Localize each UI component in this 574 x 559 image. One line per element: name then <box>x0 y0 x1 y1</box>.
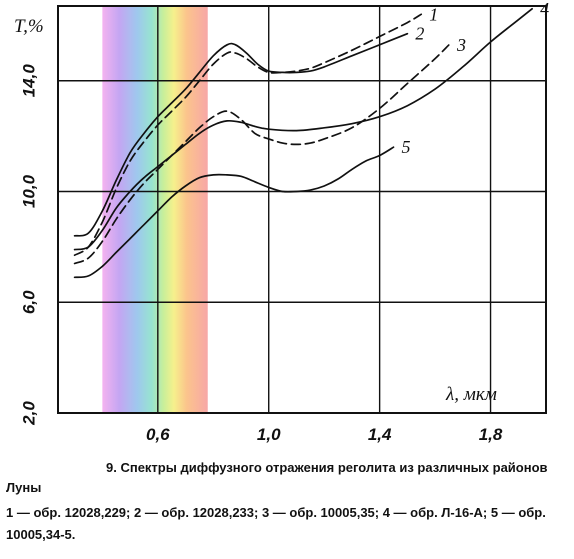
caption-title: 9. Спектры диффузного отражения реголита… <box>6 460 548 495</box>
x-tick-label: 1,8 <box>479 425 503 444</box>
tick-labels: 0,6 1,0 1,4 1,8 2,0 6,0 10,0 14,0 <box>19 64 502 444</box>
series-line-5 <box>73 146 395 279</box>
series-label-5: 5 <box>402 137 411 157</box>
plot-frame <box>57 5 547 414</box>
series-label-4: 4 <box>540 0 549 19</box>
x-tick-label: 1,0 <box>257 425 281 444</box>
reflectance-spectra-chart: 12 3 4 5 0,6 1,0 1,4 1,8 2,0 6,0 10,0 14,0 T,% λ, … <box>14 0 549 444</box>
series-label-2: 2 <box>415 24 424 44</box>
y-tick-label: 2,0 <box>19 401 38 426</box>
y-axis-label: T,% <box>14 16 44 37</box>
series-lines: 12 3 4 5 <box>73 0 549 279</box>
x-axis-label: λ, мкм <box>445 384 497 405</box>
series-line-4 <box>73 7 533 251</box>
x-tick-label: 0,6 <box>146 425 170 444</box>
figure-caption: 9. Спектры диффузного отражения реголита… <box>6 458 568 546</box>
series-line-2 <box>73 32 409 237</box>
series-line-1 <box>73 13 423 257</box>
series-line-3 <box>73 43 450 265</box>
series-label-3: 3 <box>456 35 466 55</box>
x-tick-label: 1,4 <box>368 425 392 444</box>
visible-spectrum-band <box>102 6 208 413</box>
caption-legend: 1 — обр. 12028,229; 2 — обр. 12028,233; … <box>6 505 546 542</box>
y-tick-label: 14,0 <box>19 64 38 98</box>
series-label-1: 1 <box>429 4 438 24</box>
y-tick-label: 10,0 <box>19 174 38 208</box>
y-tick-label: 6,0 <box>19 290 38 314</box>
